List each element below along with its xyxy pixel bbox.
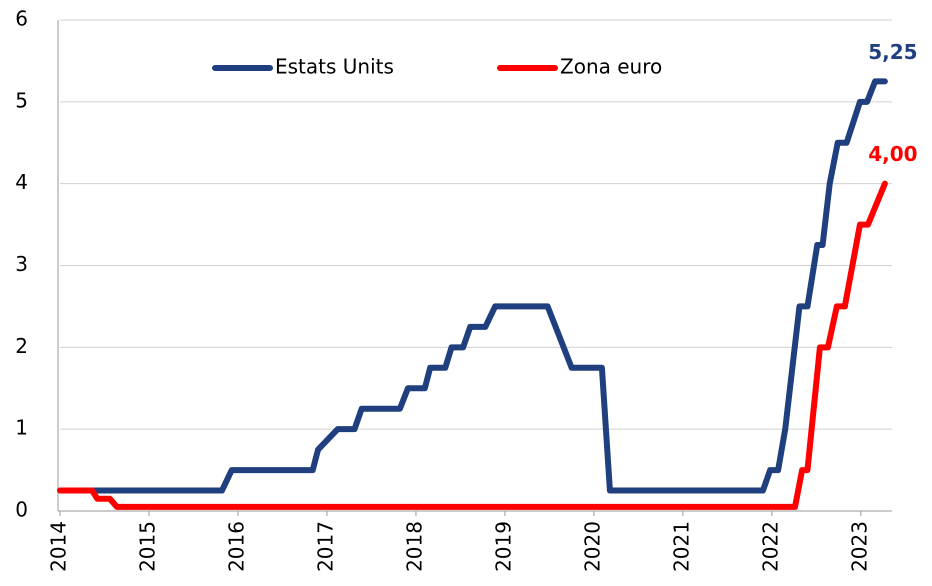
line-series xyxy=(57,180,888,510)
legend-label: Estats Units xyxy=(275,55,394,79)
x-tick-label: 2014 xyxy=(47,521,71,572)
y-tick-label: 5 xyxy=(15,88,28,112)
x-tick-label: 2022 xyxy=(758,521,782,572)
x-tick-label: 2023 xyxy=(847,521,871,572)
x-tick-label: 2020 xyxy=(580,521,604,572)
x-tick-label: 2019 xyxy=(491,521,515,572)
y-tick-label: 6 xyxy=(15,7,28,31)
line-series xyxy=(57,78,888,494)
x-tick-label: 2016 xyxy=(224,521,248,572)
x-tick-label: 2021 xyxy=(669,521,693,572)
y-tick-label: 1 xyxy=(15,416,28,440)
y-tick-label: 2 xyxy=(15,334,28,358)
end-label: 5,25 xyxy=(868,40,917,64)
x-tick-label: 2018 xyxy=(402,521,426,572)
y-tick-label: 4 xyxy=(15,170,28,194)
end-label: 4,00 xyxy=(868,142,917,166)
x-tick-label: 2015 xyxy=(135,521,159,572)
x-tick-label: 2017 xyxy=(313,521,337,572)
legend-label: Zona euro xyxy=(560,55,662,79)
y-tick-label: 3 xyxy=(15,252,28,276)
y-tick-label: 0 xyxy=(15,498,28,522)
